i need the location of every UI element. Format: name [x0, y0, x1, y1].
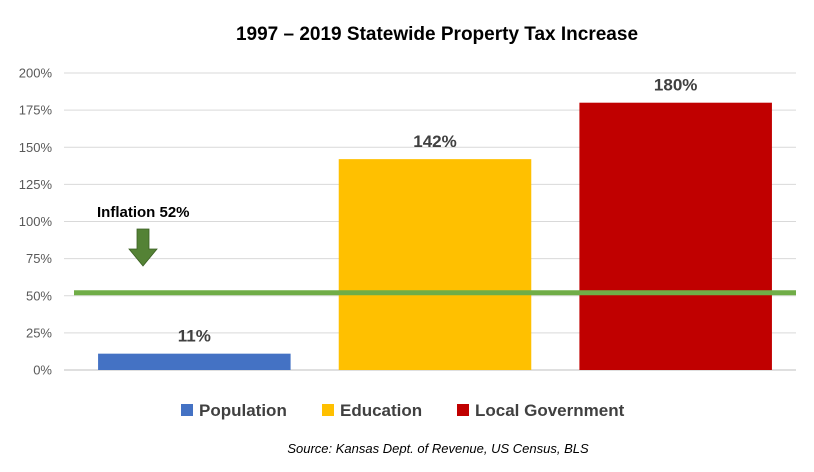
down-arrow-icon: [128, 228, 158, 267]
legend-label: Education: [340, 401, 422, 420]
data-label: 142%: [413, 132, 456, 151]
legend-swatch: [322, 404, 334, 416]
legend-label: Local Government: [475, 401, 625, 420]
data-labels: 11% 142% 180%: [178, 76, 698, 346]
y-tick-label: 75%: [26, 251, 52, 266]
legend-label: Population: [199, 401, 287, 420]
y-tick-label: 25%: [26, 325, 52, 340]
y-tick-label: 150%: [19, 140, 53, 155]
y-tick-label: 200%: [19, 66, 53, 81]
bar-population: [98, 353, 291, 370]
legend: Population Education Local Government: [181, 401, 625, 420]
y-tick-label: 125%: [19, 177, 53, 192]
y-tick-label: 0%: [33, 363, 52, 378]
y-axis-tick-labels: 0% 25% 50% 75% 100% 125% 150% 175% 200%: [19, 66, 53, 378]
y-tick-label: 100%: [19, 214, 53, 229]
legend-swatch: [457, 404, 469, 416]
bars: [98, 102, 772, 370]
data-label: 11%: [178, 327, 211, 346]
inflation-reference: Inflation 52%: [74, 204, 796, 296]
bar-education: [338, 159, 532, 370]
y-tick-label: 50%: [26, 288, 52, 303]
y-tick-label: 175%: [19, 103, 53, 118]
chart-title: 1997 – 2019 Statewide Property Tax Incre…: [236, 24, 638, 45]
bar-local-government: [579, 102, 772, 370]
data-label: 180%: [654, 76, 697, 95]
legend-swatch: [181, 404, 193, 416]
source-note: Source: Kansas Dept. of Revenue, US Cens…: [287, 441, 589, 456]
inflation-label: Inflation 52%: [97, 204, 190, 221]
